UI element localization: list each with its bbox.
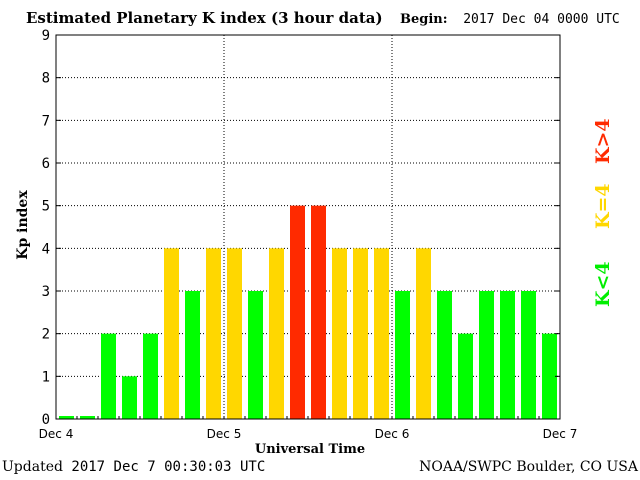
begin-label: Begin: — [400, 12, 448, 27]
chart-title: Estimated Planetary K index (3 hour data… — [26, 9, 383, 27]
legend-mid-label: K=4 — [592, 183, 614, 229]
y-tick-label: 1 — [42, 369, 50, 385]
y-axis-label: Kp index — [15, 190, 31, 260]
x-tick-label: Dec 6 — [375, 427, 410, 441]
begin-time: Begin: 2017 Dec 04 0000 UTC — [400, 12, 620, 27]
kp-bar — [332, 248, 347, 419]
begin-value: 2017 Dec 04 0000 UTC — [463, 12, 620, 27]
legend-high-label: K>4 — [592, 118, 614, 164]
kp-bar — [80, 416, 95, 419]
updated-label: Updated — [2, 459, 63, 475]
kp-bar — [479, 291, 494, 419]
legend-mid: K=4 — [585, 183, 621, 230]
x-tick-label: Dec 4 — [39, 427, 74, 441]
updated-value: 2017 Dec 7 00:30:03 UTC — [71, 459, 266, 475]
y-tick-label: 3 — [42, 284, 50, 300]
y-tick-label: 0 — [42, 412, 50, 428]
updated-time: Updated 2017 Dec 7 00:30:03 UTC — [2, 459, 265, 475]
kp-bar — [353, 248, 368, 419]
kp-bar — [59, 416, 74, 419]
kp-bar — [290, 205, 305, 419]
kp-bar — [416, 248, 431, 419]
kp-bar — [164, 248, 179, 419]
kp-bar — [500, 291, 515, 419]
kp-bar — [437, 291, 452, 419]
legend-low: K<4 — [585, 261, 621, 308]
y-tick-label: 2 — [42, 327, 50, 343]
credit-text: NOAA/SWPC Boulder, CO USA — [419, 459, 638, 475]
y-tick-label: 9 — [42, 28, 50, 44]
y-tick-label: 5 — [42, 199, 50, 215]
kp-bar — [374, 248, 389, 419]
kp-bar — [269, 248, 284, 419]
x-tick-label: Dec 7 — [543, 427, 578, 441]
kp-bar — [521, 291, 536, 419]
x-axis-label: Universal Time — [255, 442, 365, 457]
kp-bar — [542, 333, 557, 419]
kp-bar — [122, 376, 137, 419]
y-tick-label: 6 — [42, 156, 50, 172]
legend-high: K>4 — [585, 118, 621, 165]
y-tick-label: 4 — [42, 241, 50, 257]
legend-low-label: K<4 — [592, 261, 614, 307]
kp-bar — [458, 333, 473, 419]
x-tick-label: Dec 5 — [207, 427, 242, 441]
kp-bar — [395, 291, 410, 419]
kp-bar — [311, 205, 326, 419]
kp-bar — [101, 333, 116, 419]
y-tick-label: 7 — [42, 113, 50, 129]
kp-bar — [143, 333, 158, 419]
kp-bar — [227, 248, 242, 419]
kp-bar — [206, 248, 221, 419]
kp-bar — [248, 291, 263, 419]
kp-bar — [185, 291, 200, 419]
y-tick-label: 8 — [42, 71, 50, 87]
